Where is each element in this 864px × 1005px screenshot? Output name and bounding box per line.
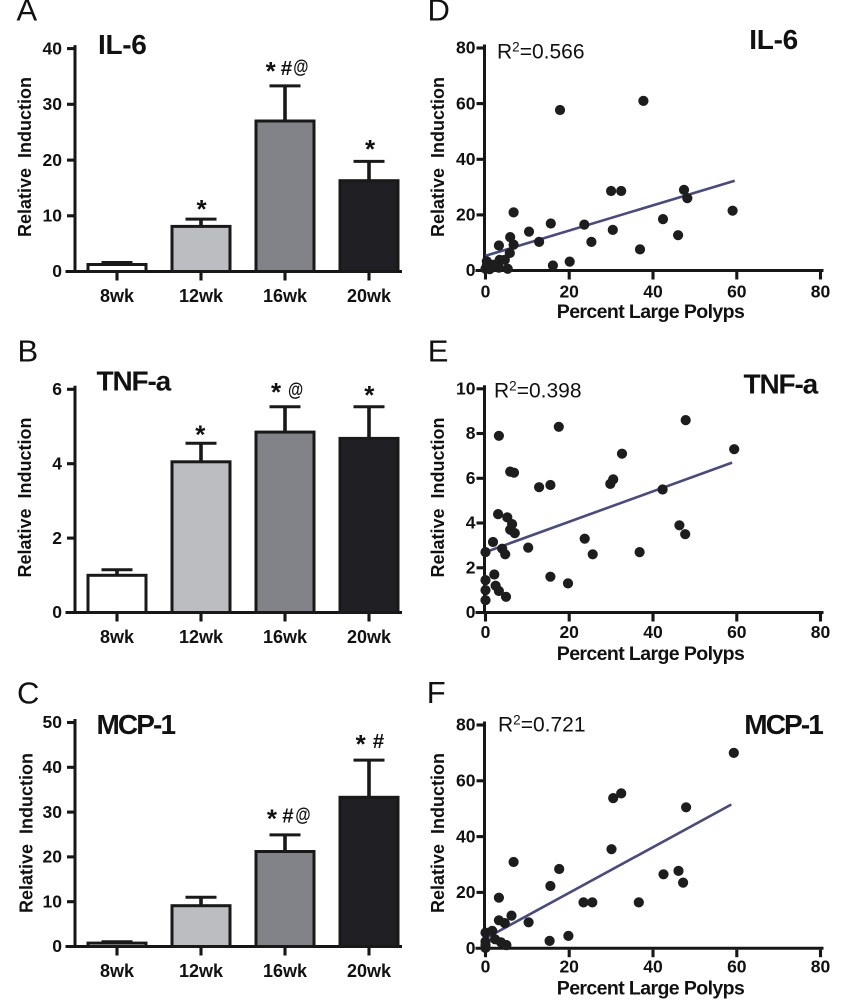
svg-text:MCP-1: MCP-1 xyxy=(97,709,176,740)
svg-text:40: 40 xyxy=(643,957,663,977)
svg-text:20: 20 xyxy=(559,282,579,302)
svg-text:20: 20 xyxy=(43,150,63,170)
svg-text:0: 0 xyxy=(481,957,491,977)
svg-text:8wk: 8wk xyxy=(100,627,135,647)
svg-text:16wk: 16wk xyxy=(263,961,308,981)
svg-text:80: 80 xyxy=(456,715,476,735)
svg-text:20: 20 xyxy=(559,622,579,642)
svg-text:Relative Induction: Relative Induction xyxy=(428,753,448,913)
svg-text:TNF-a: TNF-a xyxy=(97,366,172,397)
svg-text:E: E xyxy=(428,333,449,368)
svg-text:80: 80 xyxy=(811,622,831,642)
svg-text:#: # xyxy=(282,805,294,828)
svg-text:60: 60 xyxy=(727,622,747,642)
svg-text:20wk: 20wk xyxy=(347,961,392,981)
svg-text:12wk: 12wk xyxy=(179,286,224,306)
svg-text:30: 30 xyxy=(43,802,63,822)
svg-text:20: 20 xyxy=(456,882,476,902)
svg-text:12wk: 12wk xyxy=(179,961,224,981)
svg-text:Relative Induction: Relative Induction xyxy=(15,77,35,237)
svg-text:40: 40 xyxy=(456,149,476,169)
svg-text:10: 10 xyxy=(43,206,63,226)
svg-text:0: 0 xyxy=(466,938,476,958)
svg-text:#: # xyxy=(373,730,385,753)
svg-text:0: 0 xyxy=(466,602,476,622)
svg-text:0: 0 xyxy=(481,622,491,642)
svg-text:R2=0.566: R2=0.566 xyxy=(497,40,585,64)
svg-text:*: * xyxy=(271,377,282,407)
svg-text:80: 80 xyxy=(456,38,476,58)
svg-text:8wk: 8wk xyxy=(100,961,135,981)
svg-text:Relative Induction: Relative Induction xyxy=(428,417,448,577)
svg-text:*: * xyxy=(364,380,375,410)
svg-text:@: @ xyxy=(295,803,310,825)
svg-text:20wk: 20wk xyxy=(347,627,392,647)
svg-text:60: 60 xyxy=(727,957,747,977)
svg-text:*: * xyxy=(196,194,207,224)
svg-text:40: 40 xyxy=(643,622,663,642)
svg-text:Relative Induction: Relative Induction xyxy=(17,753,37,913)
svg-text:#: # xyxy=(281,57,293,80)
svg-text:4: 4 xyxy=(466,513,476,533)
svg-text:80: 80 xyxy=(811,957,831,977)
svg-text:50: 50 xyxy=(43,712,63,732)
svg-text:Percent Large Polyps: Percent Large Polyps xyxy=(557,301,745,323)
svg-text:20wk: 20wk xyxy=(347,286,392,306)
svg-text:4: 4 xyxy=(52,453,62,473)
svg-text:Percent Large Polyps: Percent Large Polyps xyxy=(557,978,745,1000)
svg-text:40: 40 xyxy=(43,757,63,777)
svg-text:6: 6 xyxy=(52,379,62,399)
svg-text:*: * xyxy=(365,134,376,164)
svg-text:2: 2 xyxy=(52,528,62,548)
svg-text:A: A xyxy=(17,0,38,27)
svg-text:IL-6: IL-6 xyxy=(98,29,147,60)
svg-text:40: 40 xyxy=(456,826,476,846)
svg-text:D: D xyxy=(428,0,450,27)
svg-text:60: 60 xyxy=(456,771,476,791)
svg-text:40: 40 xyxy=(643,282,663,302)
svg-text:IL-6: IL-6 xyxy=(749,24,798,55)
svg-text:*: * xyxy=(195,420,206,450)
svg-text:40: 40 xyxy=(43,38,63,58)
svg-text:@: @ xyxy=(288,378,303,400)
svg-text:10: 10 xyxy=(456,379,476,399)
svg-text:Percent Large Polyps: Percent Large Polyps xyxy=(557,643,745,665)
svg-text:*: * xyxy=(267,804,278,834)
svg-text:TNF-a: TNF-a xyxy=(744,369,819,400)
svg-text:0: 0 xyxy=(52,261,62,281)
svg-text:20: 20 xyxy=(456,205,476,225)
svg-text:R2=0.721: R2=0.721 xyxy=(498,713,586,737)
svg-text:0: 0 xyxy=(52,602,62,622)
svg-text:60: 60 xyxy=(456,93,476,113)
svg-text:B: B xyxy=(18,333,39,368)
svg-text:C: C xyxy=(17,676,39,711)
svg-text:16wk: 16wk xyxy=(263,627,308,647)
svg-text:Relative Induction: Relative Induction xyxy=(428,77,448,237)
svg-text:30: 30 xyxy=(43,94,63,114)
svg-text:0: 0 xyxy=(466,260,476,280)
svg-text:80: 80 xyxy=(811,282,831,302)
svg-text:@: @ xyxy=(293,55,308,77)
svg-text:8wk: 8wk xyxy=(100,286,135,306)
svg-text:R2=0.398: R2=0.398 xyxy=(494,379,582,403)
svg-text:60: 60 xyxy=(727,282,747,302)
svg-text:*: * xyxy=(266,56,277,86)
svg-text:12wk: 12wk xyxy=(179,627,224,647)
svg-text:16wk: 16wk xyxy=(263,286,308,306)
svg-text:F: F xyxy=(427,675,446,710)
svg-text:2: 2 xyxy=(466,558,476,578)
svg-text:0: 0 xyxy=(52,936,62,956)
svg-text:0: 0 xyxy=(481,282,491,302)
svg-text:Relative Induction: Relative Induction xyxy=(15,417,35,577)
svg-text:20: 20 xyxy=(43,847,63,867)
svg-text:10: 10 xyxy=(43,891,63,911)
svg-text:MCP-1: MCP-1 xyxy=(744,709,823,740)
svg-text:*: * xyxy=(356,729,367,759)
svg-text:6: 6 xyxy=(466,468,476,488)
svg-text:8: 8 xyxy=(466,423,476,443)
svg-text:20: 20 xyxy=(559,957,579,977)
